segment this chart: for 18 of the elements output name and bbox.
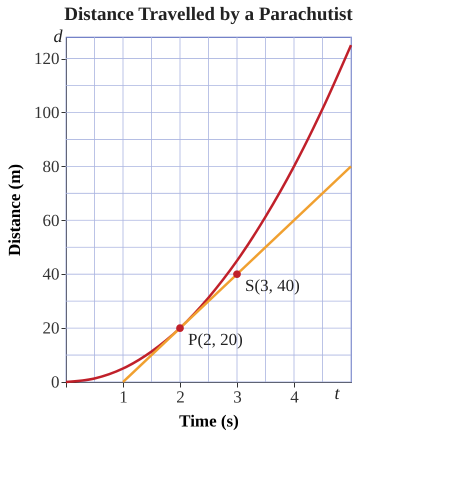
y-tick-label: 100 <box>34 102 60 122</box>
x-tick-label: 2 <box>176 388 185 406</box>
y-tick-label: 80 <box>42 156 60 176</box>
x-axis-title: Time (s) <box>179 412 239 430</box>
y-tick-label: 120 <box>34 49 60 68</box>
annotation: P(2, 20) <box>188 330 243 350</box>
y-tick-label: 40 <box>42 264 60 284</box>
x-tick-label: 3 <box>233 388 242 406</box>
x-tick-label: 4 <box>290 388 300 406</box>
y-tick-label: 60 <box>42 210 60 230</box>
y-tick-label: 0 <box>51 372 60 392</box>
text: t <box>334 383 340 403</box>
annotation: S(3, 40) <box>245 276 300 296</box>
chart-title: Distance Travelled by a Parachutist <box>64 4 354 25</box>
text: d <box>54 26 64 46</box>
x-tick-label: 1 <box>119 388 128 406</box>
y-tick-label: 20 <box>42 318 60 338</box>
y-axis-title: Distance (m) <box>5 164 24 256</box>
